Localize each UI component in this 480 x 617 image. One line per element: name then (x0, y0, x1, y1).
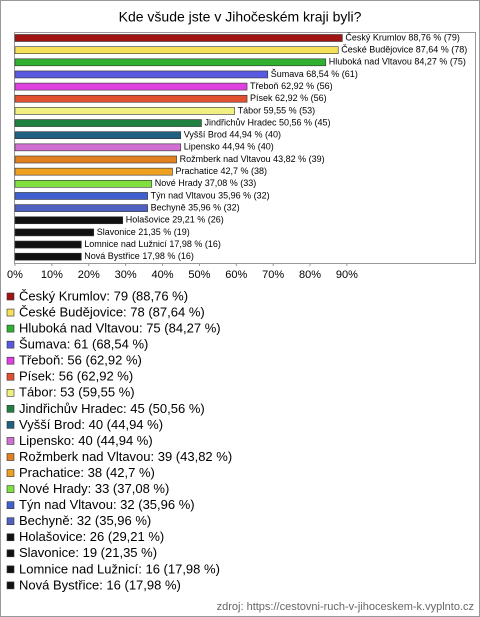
legend-swatch (6, 549, 15, 558)
legend-swatch (6, 517, 15, 526)
x-tick-label: 20% (78, 269, 100, 281)
bar-label: Jindřichův Hradec 50,56 % (45) (204, 117, 330, 127)
x-tick-label: 10% (41, 269, 63, 281)
bar-label: Bechyně 35,96 % (32) (151, 202, 240, 212)
legend-swatch (6, 372, 15, 381)
bar (14, 155, 177, 164)
bar-label: České Budějovice 87,64 % (78) (341, 45, 467, 55)
legend-label: Třeboň: 56 (62,92 %) (19, 353, 142, 368)
plot-frame (14, 32, 476, 264)
bar (14, 204, 148, 212)
bar (14, 119, 202, 127)
bar (14, 131, 182, 139)
legend-label: Český Krumlov: 79 (88,76 %) (19, 288, 188, 303)
legend-swatch (6, 565, 15, 574)
bar-label: Tábor 59,55 % (53) (238, 105, 316, 115)
bar (14, 240, 82, 249)
bar (14, 58, 327, 67)
legend-swatch (6, 324, 15, 333)
legend-label: Holašovice: 26 (29,21 %) (19, 529, 164, 544)
bar (14, 252, 82, 261)
source: zdroj: https://cestovni-ruch-v-jihoceske… (217, 601, 474, 613)
bar (14, 70, 269, 79)
bar-label: Slavonice 21,35 % (19) (97, 227, 190, 237)
legend-swatch (6, 356, 15, 365)
legend-label: Týn nad Vltavou: 32 (35,96 %) (19, 497, 195, 512)
legend-swatch (6, 453, 15, 461)
bar (14, 167, 173, 176)
bar-label: Nová Bystřice 17,98 % (16) (84, 251, 194, 261)
bar (14, 143, 182, 152)
legend-label: Šumava: 61 (68,54 %) (19, 337, 148, 352)
bar-label: Týn nad Vltavou 35,96 % (32) (151, 190, 270, 200)
bar-label: Holašovice 29,21 % (26) (126, 215, 224, 225)
legend-label: Jindřichův Hradec: 45 (50,56 %) (19, 401, 205, 416)
x-tick-label: 70% (262, 269, 284, 281)
x-tick-label: 0% (7, 269, 23, 281)
legend-label: Prachatice: 38 (42,7 %) (19, 465, 155, 480)
plot: Český Krumlov 88,76 % (79) České Budějovi… (14, 32, 467, 261)
x-tick-label: 90% (336, 269, 358, 281)
bar-label: Český Krumlov 88,76 % (79) (345, 32, 460, 42)
legend-swatch (6, 292, 15, 301)
legend-swatch (6, 437, 15, 445)
legend-label: Nová Bystřice: 16 (17,98 %) (19, 577, 181, 592)
legend-swatch (6, 388, 15, 397)
bar-label: Písek 62,92 % (56) (250, 93, 327, 103)
x-tick-label: 40% (152, 269, 174, 281)
bar (14, 46, 339, 54)
bar-label: Třeboň 62,92 % (56) (250, 81, 333, 91)
bar-label: Vyšší Brod 44,94 % (40) (184, 130, 281, 140)
legend-label: Rožmberk nad Vltavou: 39 (43,82 %) (19, 449, 232, 464)
bar-label: Prachatice 42,7 % (38) (175, 166, 267, 176)
legend-swatch (6, 469, 15, 477)
legend-swatch (6, 581, 15, 590)
legend-label: Lipensko: 40 (44,94 %) (19, 433, 153, 448)
legend-swatch (6, 421, 15, 429)
bar (14, 192, 148, 200)
bar (14, 107, 235, 115)
bar (14, 94, 248, 103)
x-tick-label: 60% (225, 269, 247, 281)
legend-label: Lomnice nad Lužnicí: 16 (17,98 %) (19, 561, 220, 576)
bar-label: Hluboká nad Vltavou 84,27 % (75) (329, 57, 466, 67)
legend-label: Tábor: 53 (59,55 %) (19, 385, 135, 400)
legend-label: České Budějovice: 78 (87,64 %) (19, 304, 205, 319)
legend-label: Hluboká nad Vltavou: 75 (84,27 %) (19, 321, 221, 336)
bar-label: Nové Hrady 37,08 % (33) (155, 178, 257, 188)
legend-label: Slavonice: 19 (21,35 %) (19, 545, 157, 560)
legend-swatch (6, 501, 15, 509)
legend-swatch (6, 405, 15, 413)
bar (14, 228, 95, 237)
legend-label: Vyšší Brod: 40 (44,94 %) (19, 417, 163, 432)
legend-label: Bechyně: 32 (35,96 %) (19, 513, 151, 528)
bar (14, 82, 248, 91)
bar-label: Lomnice nad Lužnicí 17,98 % (16) (84, 239, 221, 249)
legend-swatch (6, 340, 15, 349)
chart-title: Kde všude jste v Jihočeském kraji byli? (119, 9, 362, 25)
bar (14, 34, 343, 42)
x-tick-label: 50% (188, 269, 210, 281)
x-tick-label: 80% (299, 269, 321, 281)
legend-label: Nové Hrady: 33 (37,08 %) (19, 481, 169, 496)
bar (14, 216, 124, 225)
x-tick-label: 30% (115, 269, 137, 281)
legend-label: Písek: 56 (62,92 %) (19, 369, 133, 384)
legend-swatch (6, 533, 15, 542)
legend-swatch (6, 485, 15, 493)
bar-label: Lipensko 44,94 % (40) (184, 142, 274, 152)
bar (14, 180, 153, 188)
bar-label: Rožmberk nad Vltavou 43,82 % (39) (180, 154, 325, 164)
bar-label: Šumava 68,54 % (61) (271, 69, 358, 79)
legend-swatch (6, 308, 15, 317)
